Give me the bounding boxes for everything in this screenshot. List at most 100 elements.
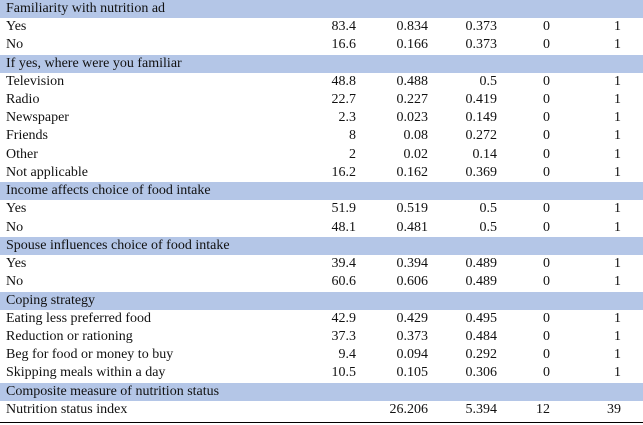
max-cell: 1 <box>614 201 621 217</box>
std-dev-cell: 0.419 <box>465 91 498 107</box>
max-cell: 39 <box>607 401 621 417</box>
row-label: Television <box>6 73 65 89</box>
max-cell: 1 <box>614 146 621 162</box>
min-cell: 0 <box>543 201 550 217</box>
table-section: Income affects choice of food intake Yes 5… <box>0 182 643 237</box>
max-cell: 1 <box>614 328 621 344</box>
section-header: Composite measure of nutrition status <box>0 382 643 401</box>
row-label: No <box>6 219 24 235</box>
section-header: Coping strategy <box>0 291 643 310</box>
max-cell: 1 <box>614 37 621 53</box>
min-cell: 0 <box>543 37 550 53</box>
mean-cell: 0.834 <box>396 19 429 34</box>
min-cell: 12 <box>536 401 550 417</box>
percent-cell: 51.9 <box>331 201 357 217</box>
row-label: Nutrition status index <box>6 401 128 417</box>
table-row: No 16.6 0.166 0.373 0 1 <box>0 36 643 54</box>
section-header: If yes, where were you familiar <box>0 54 643 73</box>
mean-cell: 0.08 <box>403 128 429 144</box>
max-cell: 1 <box>614 19 621 34</box>
row-label: Eating less preferred food <box>6 310 151 326</box>
min-cell: 0 <box>543 347 550 363</box>
row-label: No <box>6 274 24 290</box>
mean-cell: 0.394 <box>396 255 429 271</box>
section-header: Income affects choice of food intake <box>0 182 643 201</box>
table-row: Beg for food or money to buy 9.4 0.094 0.29… <box>0 346 643 364</box>
std-dev-cell: 0.484 <box>465 328 498 344</box>
table-row: Other 2 0.02 0.14 0 1 <box>0 146 643 164</box>
std-dev-cell: 0.5 <box>479 201 498 217</box>
percent-cell: 16.6 <box>331 37 357 53</box>
std-dev-cell: 0.489 <box>465 255 498 271</box>
table-row: Reduction or rationing 37.3 0.373 0.484 0 1 <box>0 328 643 346</box>
min-cell: 0 <box>543 128 550 144</box>
std-dev-cell: 0.373 <box>465 37 498 53</box>
min-cell: 0 <box>543 219 550 235</box>
row-label: Reduction or rationing <box>6 328 133 344</box>
table-row: Television 48.8 0.488 0.5 0 1 <box>0 73 643 91</box>
table-section: Spouse influences choice of food intake Y… <box>0 236 643 292</box>
table-row: Eating less preferred food 42.9 0.429 0.495… <box>0 310 643 328</box>
percent-cell: 8 <box>349 128 356 144</box>
table-section: If yes, where were you familiar Televisio… <box>0 54 643 183</box>
mean-cell: 0.429 <box>396 310 429 326</box>
min-cell: 0 <box>543 165 550 181</box>
mean-cell: 0.606 <box>396 274 429 290</box>
min-cell: 0 <box>543 365 550 381</box>
max-cell: 1 <box>614 128 621 144</box>
percent-cell <box>300 401 356 419</box>
section-header: Familiarity with nutrition ad <box>0 0 643 18</box>
table-row: Not applicable 16.2 0.162 0.369 0 1 <box>0 164 643 182</box>
table-row: Yes 39.4 0.394 0.489 0 1 <box>0 255 643 273</box>
percent-cell: 48.1 <box>331 219 357 235</box>
row-label: Skipping meals within a day <box>6 365 166 381</box>
max-cell: 1 <box>614 110 621 126</box>
min-cell: 0 <box>543 328 550 344</box>
max-cell: 1 <box>614 165 621 181</box>
table-row: Yes 51.9 0.519 0.5 0 1 <box>0 200 643 218</box>
row-label: Not applicable <box>6 165 89 181</box>
row-label: Newspaper <box>6 110 69 126</box>
max-cell: 1 <box>614 73 621 89</box>
std-dev-cell: 0.373 <box>465 19 498 34</box>
min-cell: 0 <box>543 73 550 89</box>
mean-cell: 0.166 <box>396 37 429 53</box>
mean-cell: 0.023 <box>396 110 429 126</box>
mean-cell: 0.094 <box>396 347 429 363</box>
max-cell: 1 <box>614 219 621 235</box>
std-dev-cell: 0.149 <box>465 110 498 126</box>
std-dev-cell: 0.495 <box>465 310 498 326</box>
section-header: Spouse influences choice of food intake <box>0 236 643 255</box>
table-section: Familiarity with nutrition ad Yes 83.4 0.83… <box>0 0 643 55</box>
mean-cell: 0.162 <box>396 165 429 181</box>
percent-cell: 9.4 <box>338 347 357 363</box>
row-label: Other <box>6 146 38 162</box>
std-dev-cell: 0.5 <box>479 73 498 89</box>
row-label: Yes <box>6 255 27 271</box>
min-cell: 0 <box>543 255 550 271</box>
table-section: Coping strategy Eating less preferred foo… <box>0 291 643 383</box>
mean-cell: 0.227 <box>396 91 429 107</box>
max-cell: 1 <box>614 91 621 107</box>
min-cell: 0 <box>543 91 550 107</box>
percent-cell: 39.4 <box>331 255 357 271</box>
percent-cell: 60.6 <box>331 274 357 290</box>
max-cell: 1 <box>614 310 621 326</box>
percent-cell: 2 <box>349 146 356 162</box>
std-dev-cell: 0.5 <box>479 219 498 235</box>
percent-cell: 37.3 <box>331 328 357 344</box>
std-dev-cell: 0.272 <box>465 128 498 144</box>
percent-cell: 48.8 <box>331 73 357 89</box>
min-cell: 0 <box>543 274 550 290</box>
max-cell: 1 <box>614 365 621 381</box>
table-row: No 48.1 0.481 0.5 0 1 <box>0 219 643 237</box>
row-label: Radio <box>6 91 40 107</box>
min-cell: 0 <box>543 110 550 126</box>
row-label: Beg for food or money to buy <box>6 347 174 363</box>
table-section: Composite measure of nutrition status Nut… <box>0 382 643 419</box>
mean-cell: 0.02 <box>403 146 429 162</box>
max-cell: 1 <box>614 347 621 363</box>
mean-cell: 0.373 <box>396 328 429 344</box>
table-row: Friends 8 0.08 0.272 0 1 <box>0 127 643 145</box>
